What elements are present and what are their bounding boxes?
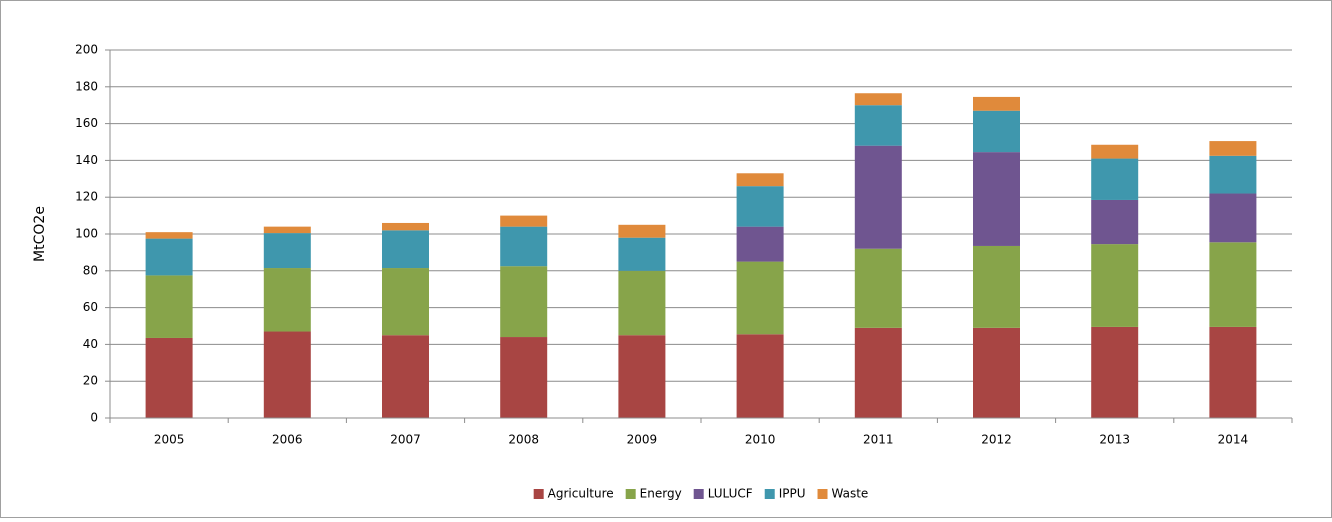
bar-segment [1209,141,1257,156]
bar-segment [618,237,666,271]
legend-label: IPPU [779,487,806,501]
x-tick-label: 2006 [272,433,303,447]
legend-swatch [817,489,828,499]
bar-segment [382,222,429,231]
x-tick-label: 2011 [863,433,894,447]
y-tick-label: 20 [83,374,98,388]
legend-label: Agriculture [548,487,614,501]
bar-segment [736,334,784,418]
bar-segment [1209,155,1257,194]
y-tick-label: 160 [75,116,98,130]
bar-segment [145,275,193,338]
bar-segment [854,248,902,328]
x-tick-label: 2008 [508,433,539,447]
x-tick-label: 2014 [1218,433,1249,447]
bar-segment [263,233,311,269]
bar-segment [854,327,902,418]
bar-segment [618,335,666,418]
bar-segment [736,226,784,262]
bar-segment [500,337,548,418]
legend-label: LULUCF [708,487,753,501]
bar-segment [1209,193,1257,243]
bar-segment [263,331,311,418]
bar-segment [1209,242,1257,327]
bar-segment [1091,199,1139,245]
y-tick-label: 120 [75,190,98,204]
bar-segment [973,96,1020,111]
bar-segment [500,266,548,338]
bar-segment [145,238,193,276]
bar-segment [973,245,1020,328]
y-tick-label: 180 [75,79,98,93]
y-tick-label: 60 [83,300,98,314]
legend-swatch [764,489,775,499]
x-tick-label: 2013 [1099,433,1130,447]
legend-swatch [533,489,544,499]
bar-segment [1091,158,1139,200]
bar-segment [1091,144,1139,159]
bar-segment [145,232,193,239]
bar-segment [1091,326,1139,418]
bar-segment [263,226,311,234]
bar-segment [263,268,311,332]
x-tick-label: 2010 [745,433,776,447]
bar-segment [736,261,784,335]
bar-segment [854,145,902,249]
bar-segment [500,226,548,267]
legend-swatch [625,489,636,499]
x-tick-label: 2007 [390,433,421,447]
bar-segment [500,215,548,227]
y-axis-label: MtCO2e [32,206,48,262]
bar-segment [973,152,1020,246]
bar-segment [736,173,784,187]
y-tick-label: 140 [75,153,98,167]
y-tick-label: 0 [90,411,98,425]
bar-segment [382,335,429,418]
bar-segment [854,105,902,146]
bar-segment [1209,326,1257,418]
bar-segment [618,270,666,336]
y-tick-label: 200 [75,43,98,57]
x-tick-label: 2012 [981,433,1012,447]
bar-segment [736,186,784,227]
x-tick-label: 2005 [154,433,185,447]
legend-swatch [693,489,704,499]
y-tick-label: 100 [75,227,98,241]
bar-segment [382,268,429,336]
bar-segment [854,93,902,106]
legend-label: Waste [832,487,869,501]
bar-segment [382,230,429,269]
bar-segment [618,224,666,238]
bar-segment [1091,244,1139,327]
y-tick-label: 40 [83,337,98,351]
legend-label: Energy [640,487,682,501]
x-tick-label: 2009 [627,433,658,447]
bar-segment [973,327,1020,418]
y-tick-label: 80 [83,263,98,277]
bar-segment [973,110,1020,153]
bar-segment [145,337,193,418]
